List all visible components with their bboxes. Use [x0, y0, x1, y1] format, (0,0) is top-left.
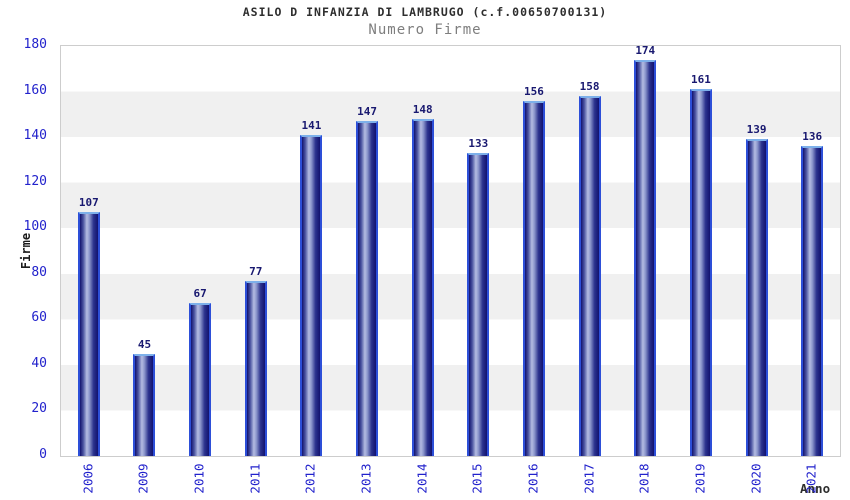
bar-value-label: 148 — [412, 102, 433, 116]
bar-value-label: 139 — [746, 123, 767, 137]
plot-area: 107 45 67 77 141 147 148 133 156 158 174 161 139 136 — [60, 43, 841, 457]
y-tick-label: 160 — [23, 82, 47, 98]
x-tick-label: 2009 — [135, 463, 151, 494]
bar-2021 — [801, 146, 824, 456]
x-tick-label: 2019 — [692, 463, 708, 494]
y-tick-label: 120 — [23, 173, 47, 189]
x-tick-label: 2021 — [803, 463, 819, 494]
bar-2018 — [634, 59, 657, 456]
x-tick-label: 2017 — [581, 463, 597, 494]
bar-value-label: 133 — [468, 137, 489, 151]
bar-value-label: 141 — [301, 118, 322, 132]
x-tick-label: 2012 — [302, 463, 318, 494]
y-tick-label: 20 — [31, 401, 47, 417]
x-tick-label: 2020 — [748, 463, 764, 494]
bar-value-label: 45 — [137, 337, 152, 351]
x-tick-label: 2014 — [414, 463, 430, 494]
bar-2010 — [189, 303, 212, 456]
bar-value-label: 147 — [357, 105, 377, 119]
bar-value-label: 156 — [524, 84, 544, 98]
bar-value-label: 158 — [579, 80, 600, 94]
x-tick-label: 2018 — [636, 463, 652, 494]
bar-value-label: 174 — [635, 43, 656, 57]
bar-value-label: 77 — [249, 264, 263, 278]
bar-2013 — [356, 121, 379, 456]
bar-2012 — [300, 134, 323, 456]
bar-2015 — [467, 153, 490, 456]
y-tick-label: 40 — [31, 355, 47, 371]
bar-2006 — [77, 212, 100, 456]
x-tick-label: 2010 — [191, 463, 207, 494]
bar-2017 — [578, 96, 601, 456]
x-tick-label: 2011 — [247, 463, 263, 494]
x-tick-label: 2016 — [525, 463, 541, 494]
y-tick-label: 100 — [23, 219, 47, 235]
bar-2011 — [244, 280, 267, 456]
bar-value-label: 161 — [690, 73, 711, 87]
x-tick-label: 2015 — [469, 463, 485, 494]
chart-subtitle: Numero Firme — [368, 22, 482, 38]
x-tick-label: 2006 — [80, 463, 96, 494]
bar-2014 — [411, 118, 434, 456]
y-tick-label: 80 — [31, 264, 47, 280]
bar-2016 — [522, 100, 545, 456]
y-tick-label: 0 — [39, 447, 47, 462]
bar-value-label: 67 — [193, 287, 207, 301]
y-tick-label: 180 — [23, 37, 47, 52]
bar-value-label: 107 — [78, 196, 99, 210]
bar-value-label: 136 — [802, 130, 823, 144]
y-tick-label: 140 — [23, 128, 47, 144]
bar-2019 — [689, 89, 712, 456]
bar-2020 — [745, 139, 768, 456]
chart-title: ASILO D INFANZIA DI LAMBRUGO (c.f.006507… — [242, 5, 608, 19]
bar-2009 — [133, 353, 156, 456]
x-tick-label: 2013 — [358, 463, 374, 494]
x-axis-label: Anno — [800, 481, 831, 496]
y-tick-label: 60 — [31, 310, 47, 326]
